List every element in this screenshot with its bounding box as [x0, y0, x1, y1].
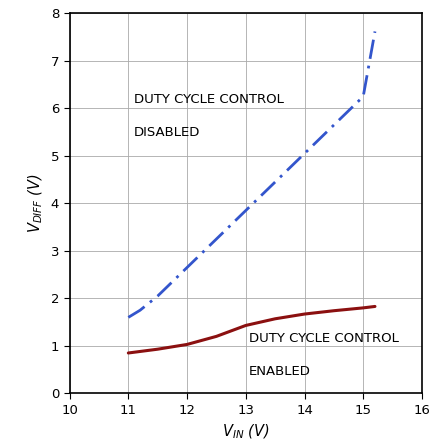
Text: DUTY CYCLE CONTROL: DUTY CYCLE CONTROL	[134, 93, 283, 106]
Text: DUTY CYCLE CONTROL: DUTY CYCLE CONTROL	[248, 332, 398, 345]
Text: ENABLED: ENABLED	[248, 365, 310, 378]
X-axis label: $V_{IN}$ (V): $V_{IN}$ (V)	[221, 422, 269, 441]
Text: DISABLED: DISABLED	[134, 126, 200, 139]
Y-axis label: $V_{DIFF}$ (V): $V_{DIFF}$ (V)	[26, 173, 45, 233]
